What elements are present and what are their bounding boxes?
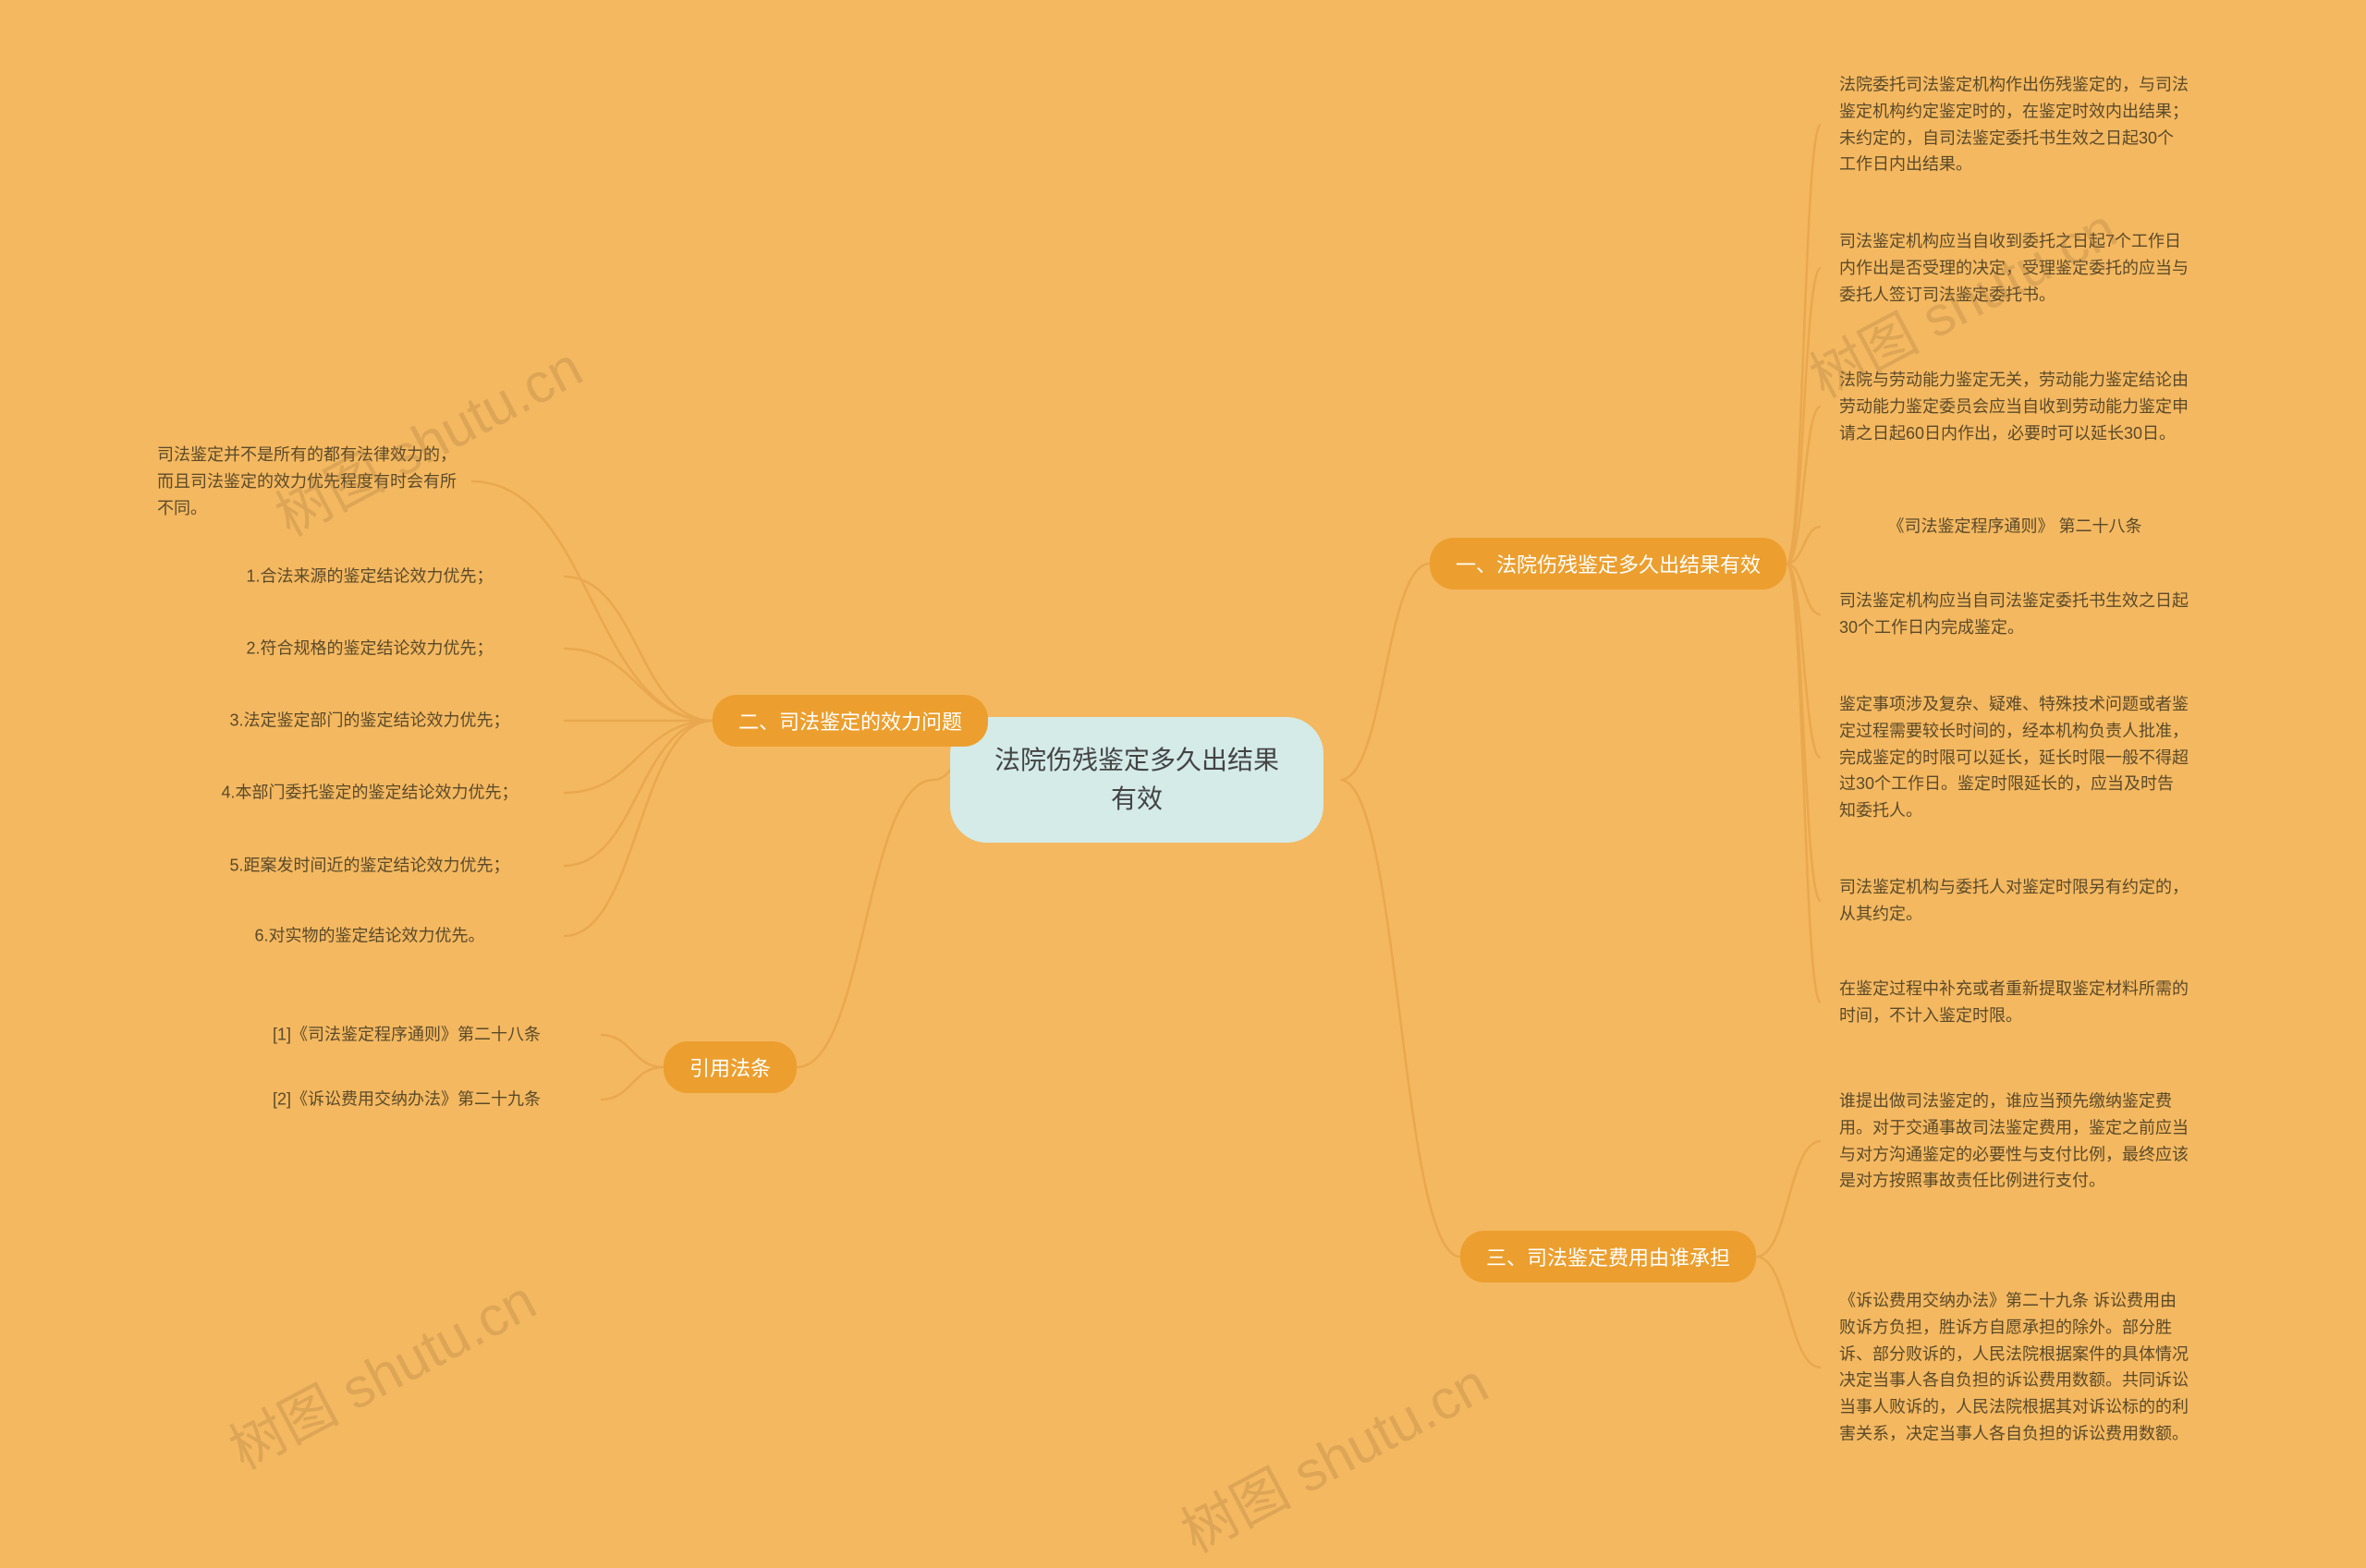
branch-3-label: 三、司法鉴定费用由谁承担 bbox=[1486, 1246, 1730, 1270]
branch-2-leaf-4: 4.本部门委托鉴定的鉴定结论效力优先； bbox=[221, 780, 518, 807]
branch-2-leaf-3: 3.法定鉴定部门的鉴定结论效力优先； bbox=[229, 708, 509, 735]
branch-1-leaf-5: 鉴定事项涉及复杂、疑难、特殊技术问题或者鉴定过程需要较长时间的，经本机构负责人批… bbox=[1839, 691, 2190, 824]
branch-1-leaf-4: 司法鉴定机构应当自司法鉴定委托书生效之日起30个工作日内完成鉴定。 bbox=[1839, 588, 2190, 641]
branch-4-label: 引用法条 bbox=[689, 1057, 771, 1080]
branch-2: 二、司法鉴定的效力问题 bbox=[713, 695, 988, 747]
branch-1: 一、法院伤残鉴定多久出结果有效 bbox=[1430, 538, 1787, 590]
branch-4: 引用法条 bbox=[664, 1041, 797, 1093]
branch-3-leaf-0: 谁提出做司法鉴定的，谁应当预先缴纳鉴定费用。对于交通事故司法鉴定费用，鉴定之前应… bbox=[1839, 1088, 2190, 1194]
branch-1-leaf-2: 法院与劳动能力鉴定无关，劳动能力鉴定结论由劳动能力鉴定委员会应当自收到劳动能力鉴… bbox=[1839, 367, 2190, 446]
branch-2-leaf-6: 6.对实物的鉴定结论效力优先。 bbox=[254, 923, 484, 950]
branch-2-leaf-2: 2.符合规格的鉴定结论效力优先； bbox=[246, 636, 493, 662]
watermark-2: 树图 shutu.cn bbox=[213, 1257, 548, 1485]
branch-3-leaf-1: 《诉讼费用交纳办法》第二十九条 诉讼费用由败诉方负担，胜诉方自愿承担的除外。部分… bbox=[1839, 1288, 2190, 1448]
branch-1-leaf-6: 司法鉴定机构与委托人对鉴定时限另有约定的，从其约定。 bbox=[1839, 874, 2190, 928]
branch-1-leaf-7: 在鉴定过程中补充或者重新提取鉴定材料所需的时间，不计入鉴定时限。 bbox=[1839, 976, 2190, 1029]
branch-4-leaf-1: [2]《诉讼费用交纳办法》第二十九条 bbox=[273, 1087, 541, 1113]
branch-3: 三、司法鉴定费用由谁承担 bbox=[1460, 1231, 1756, 1282]
branch-1-leaf-1: 司法鉴定机构应当自收到委托之日起7个工作日内作出是否受理的决定，受理鉴定委托的应… bbox=[1839, 228, 2190, 308]
branch-1-leaf-0: 法院委托司法鉴定机构作出伤残鉴定的，与司法鉴定机构约定鉴定时的，在鉴定时效内出结… bbox=[1839, 71, 2190, 177]
branch-2-leaf-0: 司法鉴定并不是所有的都有法律效力的，而且司法鉴定的效力优先程度有时会有所不同。 bbox=[157, 442, 471, 521]
center-line2: 有效 bbox=[1111, 784, 1163, 813]
branch-1-label: 一、法院伤残鉴定多久出结果有效 bbox=[1456, 553, 1761, 577]
center-node: 法院伤残鉴定多久出结果 有效 bbox=[950, 717, 1323, 843]
branch-2-leaf-1: 1.合法来源的鉴定结论效力优先； bbox=[246, 564, 493, 590]
watermark-3: 树图 shutu.cn bbox=[1165, 1340, 1500, 1568]
branch-2-label: 二、司法鉴定的效力问题 bbox=[738, 711, 962, 734]
branch-2-leaf-5: 5.距案发时间近的鉴定结论效力优先； bbox=[229, 853, 509, 880]
branch-4-leaf-0: [1]《司法鉴定程序通则》第二十八条 bbox=[273, 1022, 541, 1049]
branch-1-leaf-3: 《司法鉴定程序通则》 第二十八条 bbox=[1888, 514, 2142, 541]
center-line1: 法院伤残鉴定多久出结果 bbox=[994, 746, 1279, 774]
